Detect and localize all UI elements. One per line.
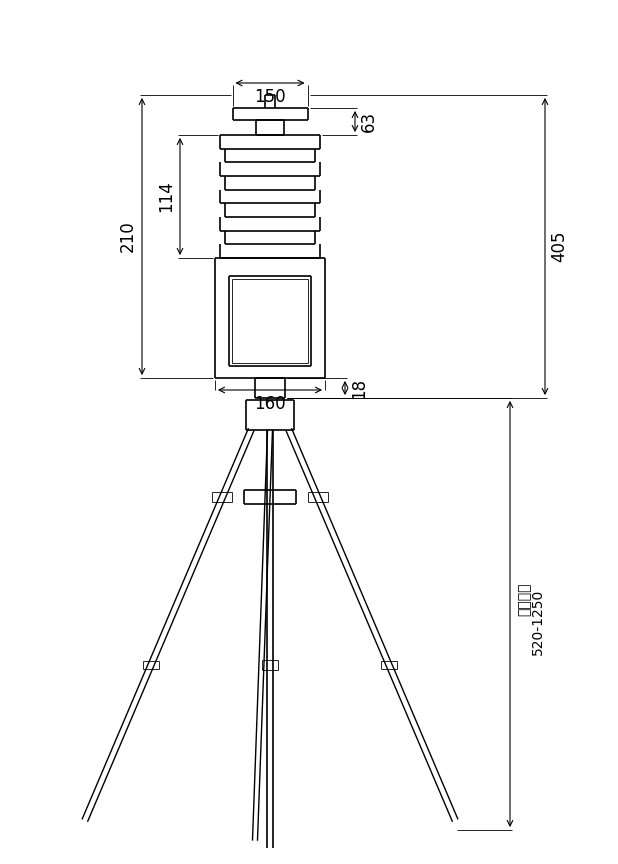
Text: 210: 210 [119,220,137,252]
Text: 伸缩范围: 伸缩范围 [517,582,531,616]
Text: 405: 405 [550,231,568,263]
Text: 160: 160 [254,395,286,413]
Text: 63: 63 [360,111,378,132]
Text: 114: 114 [157,181,175,213]
Text: 520-1250: 520-1250 [531,589,545,655]
Text: 150: 150 [254,88,286,106]
Text: 18: 18 [350,378,368,398]
